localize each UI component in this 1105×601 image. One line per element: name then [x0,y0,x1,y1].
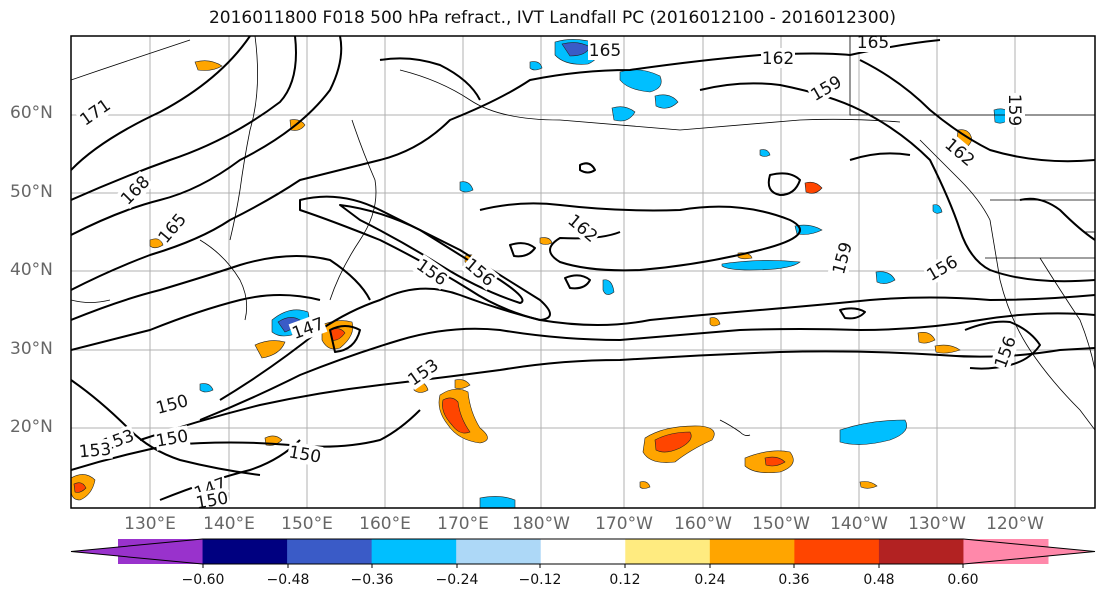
lon-label: 160°E [359,514,411,534]
lon-label: 120°W [986,514,1044,534]
lon-label: 130°E [124,514,176,534]
colorbar-swatch [794,539,880,564]
contour-label: 159 [1004,94,1024,126]
colorbar-tick-label: −0.48 [266,572,310,588]
lon-label: 150°E [281,514,333,534]
colorbar-swatch [202,539,288,564]
lon-label: 140°W [830,514,888,534]
lon-label: 170°W [595,514,653,534]
contour-label-bg [1005,93,1025,127]
colorbar-tick-label: 0.24 [694,572,726,588]
colorbar [70,538,1096,568]
colorbar-swatch [709,539,795,564]
colorbar-tick-label: 0.48 [863,572,895,588]
colorbar-tick-label: 0.36 [778,572,810,588]
lat-label: 50°N [10,181,53,202]
contour-label-bg [563,209,603,247]
map-frame [70,35,1096,509]
contour-label-bg [152,389,192,419]
contour-label: 150 [194,488,229,513]
lon-label: 140°E [203,514,255,534]
contour-label-bg [403,354,443,390]
colorbar-tick-label: −0.12 [518,572,562,588]
contour-label-bg [460,253,500,291]
contour-label: 153 [78,440,112,463]
colorbar-swatch [540,539,626,564]
contour-label-bg [989,332,1021,372]
contour-label: 162 [762,49,794,69]
colorbar-swatch [287,539,373,564]
contour-label-bg [827,238,857,278]
lon-label: 160°W [674,514,732,534]
colorbar-tick-label: −0.36 [350,572,394,588]
lon-label: 180°W [512,514,570,534]
colorbar-swatch [625,539,711,564]
contour-label-bg [115,170,155,210]
colorbar-tick-label: 0.60 [947,572,979,588]
lat-label: 30°N [10,338,53,359]
lat-label: 20°N [10,417,53,437]
colorbar-tick-label: −0.60 [181,572,225,588]
contour-label-bg [193,487,231,508]
colorbar-tick-label: 0.12 [609,572,641,588]
contour-label-bg [761,48,795,68]
colorbar-swatch [456,539,542,564]
contour-label-bg [856,36,890,52]
contour-label-bg [77,438,113,462]
contour-label-bg [588,40,622,60]
contour-label-bg [75,94,115,130]
lat-label: 40°N [10,260,53,281]
contour-label-bg [806,70,846,106]
contour-label-bg [286,441,324,467]
shaded-patches [71,39,1013,508]
chart-title: 2016011800 F018 500 hPa refract., IVT La… [208,8,896,28]
lon-label: 130°W [908,514,966,534]
contour-label-bg [153,425,191,451]
contour-label: 165 [589,41,621,61]
lat-label: 60°N [10,103,53,124]
contour-label-bg [940,133,980,171]
contour-lines [71,36,1095,501]
contour-label: 165 [857,33,889,53]
lon-label: 150°W [752,514,810,534]
contour-label-bg [922,250,962,286]
contour-label-bg [412,254,452,290]
lon-label: 170°E [437,514,489,534]
contour-label-bg [288,312,328,344]
contour-label-bg [153,208,191,248]
colorbar-tick-label: −0.24 [435,572,479,588]
colorbar-swatch [371,539,457,564]
colorbar-swatch [878,539,964,564]
